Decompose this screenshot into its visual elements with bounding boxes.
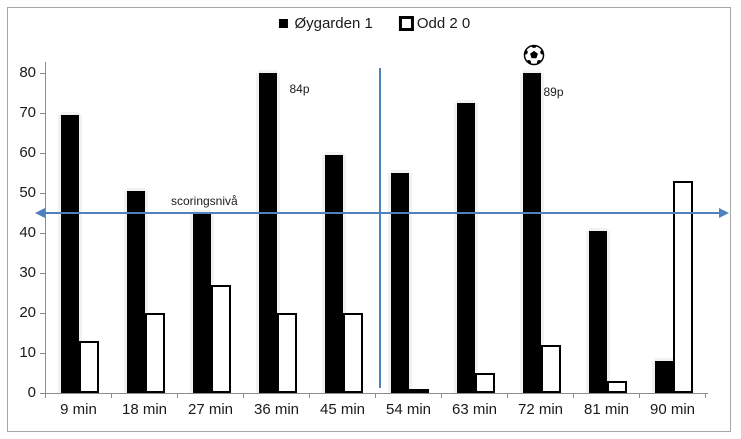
y-tick-label: 30 [19, 264, 36, 281]
bar-øygarden-1 [654, 361, 673, 393]
legend-label-oygarden: Øygarden 1 [294, 15, 373, 32]
x-axis [45, 393, 708, 395]
x-axis-tick [243, 393, 245, 398]
y-axis-tick [40, 392, 46, 394]
x-tick-label: 9 min [60, 401, 97, 418]
y-tick-label: 0 [27, 384, 36, 401]
bar-øygarden-1 [126, 191, 145, 393]
legend-item-odd: Odd 2 0 [398, 15, 471, 32]
y-axis-tick [40, 72, 46, 74]
x-tick-label: 63 min [451, 401, 498, 418]
x-tick-label: 36 min [253, 401, 300, 418]
legend-marker-outline-square-icon [398, 16, 414, 31]
y-tick-label: 40 [19, 224, 36, 241]
x-tick-label: 18 min [121, 401, 168, 418]
x-axis-tick [309, 393, 311, 398]
y-axis-tick [40, 232, 46, 234]
bar-odd-2-0 [210, 285, 231, 393]
x-axis-tick [45, 393, 47, 398]
scoring-level-arrow-left-icon [35, 208, 45, 218]
legend: Øygarden 1 Odd 2 0 [278, 15, 470, 32]
bar-odd-2-0 [672, 181, 693, 393]
bar-odd-2-0 [474, 373, 495, 393]
bar-øygarden-1 [60, 115, 79, 393]
bar-odd-2-0 [540, 345, 561, 393]
legend-label-odd: Odd 2 0 [416, 15, 471, 32]
bar-øygarden-1 [390, 173, 409, 393]
bar-øygarden-1 [456, 103, 475, 393]
halftime-divider-line [378, 68, 381, 388]
bar-odd-2-0 [606, 381, 627, 393]
x-tick-label: 90 min [649, 401, 696, 418]
y-tick-label: 10 [19, 344, 36, 361]
bar-odd-2-0 [408, 389, 429, 393]
legend-item-oygarden: Øygarden 1 [278, 15, 373, 32]
y-axis-tick [40, 192, 46, 194]
x-tick-label: 81 min [583, 401, 630, 418]
bar-øygarden-1 [258, 73, 277, 393]
legend-marker-black-square-icon [278, 19, 288, 28]
bar-odd-2-0 [78, 341, 99, 393]
x-axis-tick [573, 393, 575, 398]
bar-odd-2-0 [276, 313, 297, 393]
y-axis [45, 62, 47, 393]
scoring-level-line [44, 212, 719, 214]
bar-øygarden-1 [522, 73, 541, 393]
y-tick-label: 80 [19, 64, 36, 81]
bar-øygarden-1 [192, 213, 211, 393]
y-axis-tick [40, 312, 46, 314]
x-axis-tick [441, 393, 443, 398]
scoring-level-arrow-right-icon [719, 208, 729, 218]
x-tick-label: 27 min [187, 401, 234, 418]
bar-odd-2-0 [342, 313, 363, 393]
x-axis-tick [705, 393, 707, 398]
y-tick-label: 70 [19, 104, 36, 121]
x-axis-tick [111, 393, 113, 398]
bar-øygarden-1 [588, 231, 607, 393]
y-axis-tick [40, 112, 46, 114]
annotation-89p: 89p [543, 85, 564, 99]
y-tick-label: 20 [19, 304, 36, 321]
bar-øygarden-1 [324, 155, 343, 393]
scoring-level-label: scoringsnivå [171, 194, 238, 208]
x-tick-label: 45 min [319, 401, 366, 418]
x-axis-tick [177, 393, 179, 398]
x-tick-label: 72 min [517, 401, 564, 418]
y-axis-tick [40, 152, 46, 154]
x-axis-tick [375, 393, 377, 398]
x-tick-label: 54 min [385, 401, 432, 418]
x-axis-tick [507, 393, 509, 398]
soccer-ball-icon [523, 44, 545, 66]
annotation-84p: 84p [289, 82, 310, 96]
y-tick-label: 60 [19, 144, 36, 161]
y-axis-tick [40, 352, 46, 354]
y-axis-tick [40, 272, 46, 274]
x-axis-tick [639, 393, 641, 398]
y-tick-label: 50 [19, 184, 36, 201]
bar-odd-2-0 [144, 313, 165, 393]
